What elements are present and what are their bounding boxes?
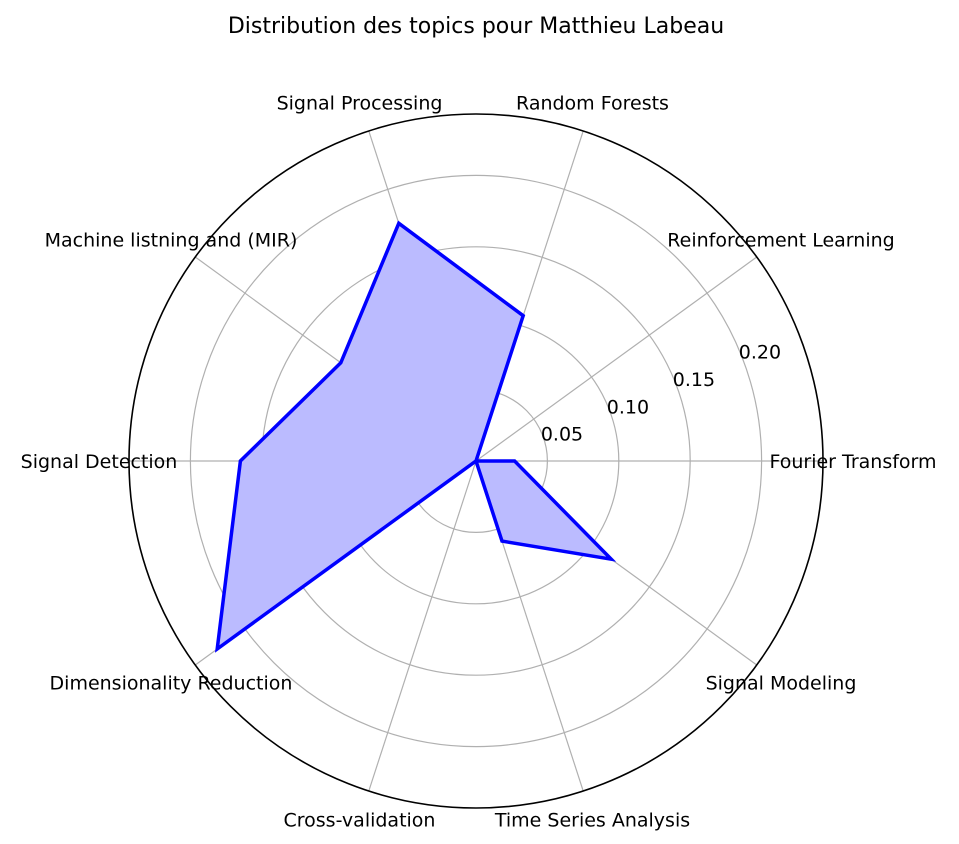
spoke-line — [475, 256, 758, 462]
category-label: Time Series Analysis — [494, 810, 690, 832]
category-label: Fourier Transform — [769, 451, 936, 473]
radial-tick-label: 0.15 — [673, 369, 715, 391]
radar-data — [214, 220, 617, 653]
chart-title: Distribution des topics pour Matthieu La… — [228, 14, 724, 39]
outer-frame — [128, 113, 824, 809]
radial-tick-label: 0.20 — [739, 342, 781, 364]
radial-tick-label: 0.05 — [541, 424, 583, 446]
radar-labels: Fourier Transform Reinforcement Learning R… — [21, 93, 937, 832]
category-label: Dimensionality Reduction — [50, 673, 293, 695]
category-label: Signal Processing — [277, 93, 443, 115]
spoke-line — [368, 460, 477, 792]
category-label: Random Forests — [516, 93, 669, 115]
category-label: Cross-validation — [284, 810, 436, 832]
radial-tick-label: 0.10 — [607, 396, 649, 418]
category-label: Signal Detection — [21, 451, 178, 473]
category-label: Reinforcement Learning — [667, 229, 894, 251]
category-label: Signal Modeling — [706, 673, 857, 695]
category-label: Machine listning and (MIR) — [45, 229, 298, 251]
